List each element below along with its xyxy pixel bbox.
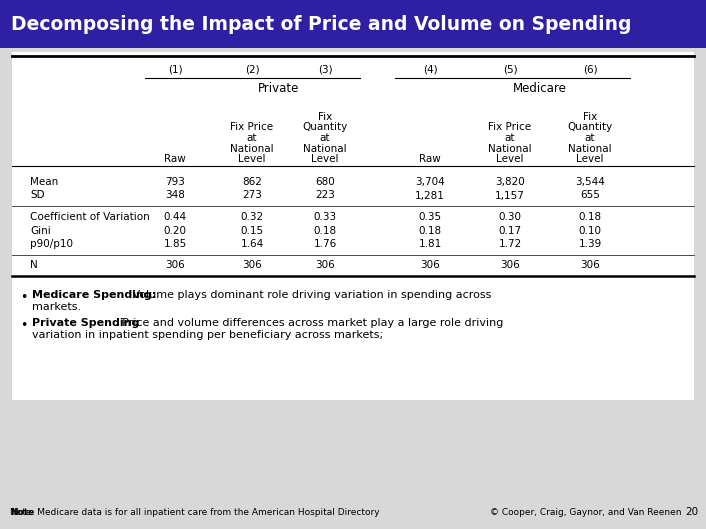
Text: 1.39: 1.39 bbox=[578, 239, 602, 249]
Text: 0.35: 0.35 bbox=[419, 212, 441, 222]
Text: 306: 306 bbox=[242, 260, 262, 270]
Text: 306: 306 bbox=[420, 260, 440, 270]
Text: National: National bbox=[230, 143, 274, 153]
Bar bbox=[0, 0, 706, 48]
Text: 1,281: 1,281 bbox=[415, 190, 445, 200]
Text: 0.20: 0.20 bbox=[164, 225, 186, 235]
Text: 0.18: 0.18 bbox=[578, 212, 602, 222]
Text: p90/p10: p90/p10 bbox=[30, 239, 73, 249]
Text: 20: 20 bbox=[685, 507, 698, 517]
Text: (4): (4) bbox=[423, 65, 437, 75]
Text: 793: 793 bbox=[165, 177, 185, 187]
Text: Coefficient of Variation: Coefficient of Variation bbox=[30, 212, 150, 222]
Text: 3,544: 3,544 bbox=[575, 177, 605, 187]
Text: 1.76: 1.76 bbox=[313, 239, 337, 249]
Text: Level: Level bbox=[238, 154, 265, 164]
Text: 0.10: 0.10 bbox=[578, 225, 602, 235]
Text: Quantity: Quantity bbox=[568, 123, 613, 132]
Text: 3,704: 3,704 bbox=[415, 177, 445, 187]
Text: 0.30: 0.30 bbox=[498, 212, 522, 222]
Text: at: at bbox=[505, 133, 515, 143]
Text: Note: Medicare data is for all inpatient care from the American Hospital Directo: Note: Medicare data is for all inpatient… bbox=[10, 508, 380, 517]
Text: Fix: Fix bbox=[583, 112, 597, 122]
Text: Level: Level bbox=[496, 154, 524, 164]
Text: 348: 348 bbox=[165, 190, 185, 200]
Text: 1.81: 1.81 bbox=[419, 239, 442, 249]
Text: 0.44: 0.44 bbox=[163, 212, 186, 222]
Text: 0.18: 0.18 bbox=[313, 225, 337, 235]
Text: Volume plays dominant role driving variation in spending across: Volume plays dominant role driving varia… bbox=[129, 290, 491, 300]
Text: markets.: markets. bbox=[32, 303, 81, 313]
Text: 0.15: 0.15 bbox=[241, 225, 263, 235]
Text: (5): (5) bbox=[503, 65, 517, 75]
Text: Fix: Fix bbox=[318, 112, 332, 122]
Text: 306: 306 bbox=[580, 260, 600, 270]
Text: Gini: Gini bbox=[30, 225, 51, 235]
Text: Decomposing the Impact of Price and Volume on Spending: Decomposing the Impact of Price and Volu… bbox=[11, 14, 631, 33]
Text: (1): (1) bbox=[168, 65, 182, 75]
Text: SD: SD bbox=[30, 190, 44, 200]
Text: at: at bbox=[320, 133, 330, 143]
Text: National: National bbox=[568, 143, 612, 153]
Text: N: N bbox=[30, 260, 37, 270]
Text: 223: 223 bbox=[315, 190, 335, 200]
Text: 1.85: 1.85 bbox=[163, 239, 186, 249]
Text: 1.72: 1.72 bbox=[498, 239, 522, 249]
Text: Level: Level bbox=[576, 154, 604, 164]
Text: Private Spending: Private Spending bbox=[32, 318, 139, 329]
Text: National: National bbox=[303, 143, 347, 153]
Text: 3,820: 3,820 bbox=[495, 177, 525, 187]
Text: 655: 655 bbox=[580, 190, 600, 200]
Text: 862: 862 bbox=[242, 177, 262, 187]
Text: (3): (3) bbox=[318, 65, 333, 75]
Text: 0.32: 0.32 bbox=[241, 212, 263, 222]
Text: 0.18: 0.18 bbox=[419, 225, 441, 235]
Text: 273: 273 bbox=[242, 190, 262, 200]
Text: Level: Level bbox=[311, 154, 339, 164]
Text: Raw: Raw bbox=[164, 154, 186, 164]
Text: 1,157: 1,157 bbox=[495, 190, 525, 200]
Text: 306: 306 bbox=[315, 260, 335, 270]
Text: National: National bbox=[488, 143, 532, 153]
Text: 306: 306 bbox=[500, 260, 520, 270]
Text: Fix Price: Fix Price bbox=[489, 123, 532, 132]
Text: (2): (2) bbox=[245, 65, 259, 75]
Text: 1.64: 1.64 bbox=[240, 239, 263, 249]
Text: •: • bbox=[20, 318, 28, 332]
Text: at: at bbox=[585, 133, 595, 143]
Text: © Cooper, Craig, Gaynor, and Van Reenen: © Cooper, Craig, Gaynor, and Van Reenen bbox=[490, 508, 681, 517]
Bar bbox=[12, 52, 694, 400]
Text: 680: 680 bbox=[315, 177, 335, 187]
Text: Medicare: Medicare bbox=[513, 83, 567, 96]
Text: Private: Private bbox=[258, 83, 299, 96]
Text: Mean: Mean bbox=[30, 177, 59, 187]
Text: variation in inpatient spending per beneficiary across markets;: variation in inpatient spending per bene… bbox=[32, 331, 383, 341]
Text: (6): (6) bbox=[582, 65, 597, 75]
Text: Raw: Raw bbox=[419, 154, 441, 164]
Text: 306: 306 bbox=[165, 260, 185, 270]
Text: 0.33: 0.33 bbox=[313, 212, 337, 222]
Text: Note: Note bbox=[10, 508, 35, 517]
Text: at: at bbox=[247, 133, 257, 143]
Text: 0.17: 0.17 bbox=[498, 225, 522, 235]
Text: Quantity: Quantity bbox=[302, 123, 347, 132]
Text: Medicare Spending:: Medicare Spending: bbox=[32, 290, 156, 300]
Text: Fix Price: Fix Price bbox=[230, 123, 273, 132]
Text: •: • bbox=[20, 290, 28, 304]
Text: : Price and volume differences across market play a large role driving: : Price and volume differences across ma… bbox=[115, 318, 503, 329]
